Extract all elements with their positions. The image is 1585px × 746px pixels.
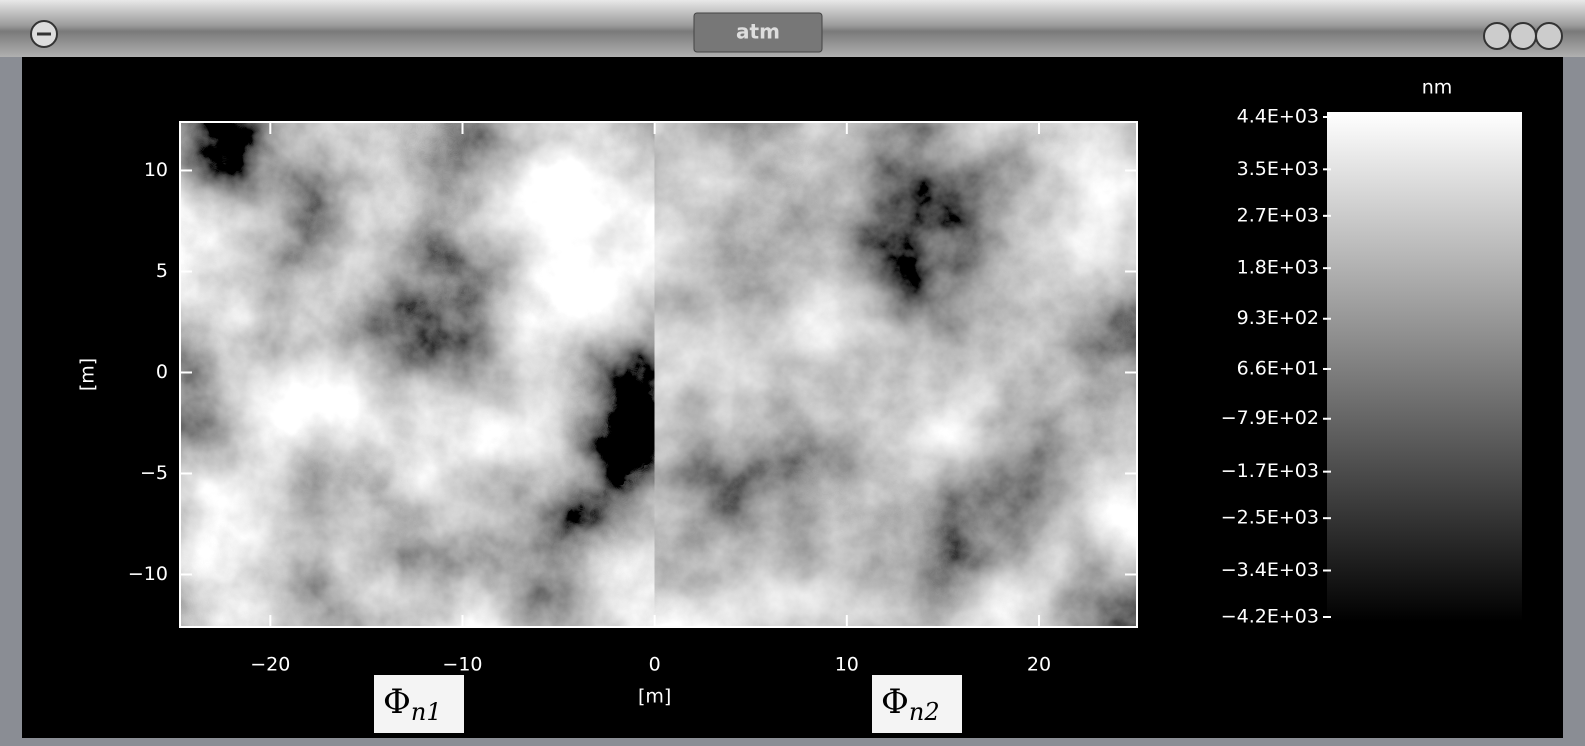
x-tick-label: 10 [835, 654, 859, 676]
colorbar [1327, 112, 1522, 622]
annotation-box [374, 675, 464, 733]
x-tick-label: −20 [250, 654, 290, 676]
title-tab [693, 12, 823, 53]
colorbar-tick-label: 3.5E+03 [1237, 158, 1319, 180]
maximize-button[interactable] [1509, 22, 1537, 50]
colorbar-title: nm [1422, 77, 1453, 99]
annotation-symbol: Φ [383, 682, 411, 722]
colorbar-tick-label: 1.8E+03 [1237, 257, 1319, 279]
window-title: atm [736, 20, 780, 44]
annotation: Φn2 [881, 682, 940, 726]
annotation-subscript: n1 [411, 698, 442, 726]
x-axis-label: [m] [638, 686, 671, 708]
annotation-subscript: n2 [909, 698, 940, 726]
x-tick-label: 0 [649, 654, 661, 676]
y-tick-label: −10 [128, 563, 168, 585]
y-tick-label: 10 [144, 159, 168, 181]
y-tick-label: −5 [140, 462, 168, 484]
colorbar-tick-label: −3.4E+03 [1221, 559, 1319, 581]
minimize-button[interactable] [1483, 22, 1511, 50]
annotation-symbol: Φ [881, 682, 909, 722]
colorbar-tick-label: −4.2E+03 [1221, 606, 1319, 628]
annotation-box [872, 675, 962, 733]
colorbar-tick-label: −1.7E+03 [1221, 460, 1319, 482]
y-tick-label: 5 [156, 260, 168, 282]
colorbar-tick-label: 6.6E+01 [1237, 357, 1319, 379]
y-tick-label: 0 [156, 361, 168, 383]
colorbar-tick-label: −2.5E+03 [1221, 507, 1319, 529]
plot-area: −20 −10 0 10 20 −10 −5 0 5 10 [m] [m] nm 4.4E+03 3.5E+… [77, 77, 1522, 733]
colorbar-tick-label: 2.7E+03 [1237, 204, 1319, 226]
plot-frame [179, 121, 1138, 628]
shade-button[interactable] [1535, 22, 1563, 50]
colorbar-tick-label: 4.4E+03 [1237, 106, 1319, 128]
y-axis-label: [m] [77, 358, 99, 391]
colorbar-tick-label: −7.9E+02 [1221, 407, 1319, 429]
heatmap-left [180, 122, 655, 627]
colorbar-tick-label: 9.3E+02 [1237, 307, 1319, 329]
annotation: Φn1 [383, 682, 442, 726]
x-tick-label: −10 [442, 654, 482, 676]
x-tick-label: 20 [1027, 654, 1051, 676]
heatmap-right [654, 122, 1137, 627]
